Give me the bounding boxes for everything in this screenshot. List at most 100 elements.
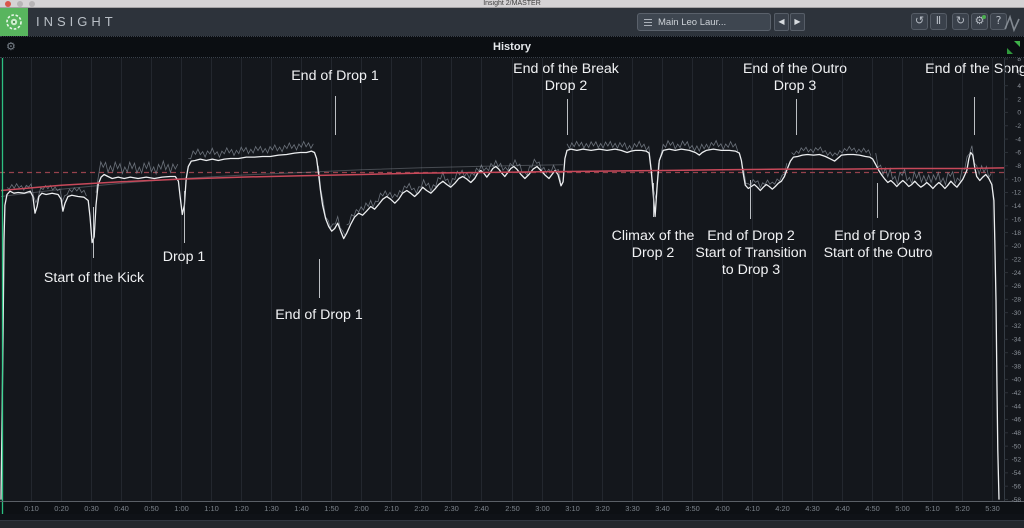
y-tick-label: -28 — [1012, 297, 1022, 304]
y-tick-label: -6 — [1015, 150, 1021, 157]
izotope-logo-icon — [1004, 14, 1020, 33]
y-tick-label: -10 — [1012, 176, 1022, 183]
preset-selector[interactable]: Main Leo Laur... — [637, 13, 771, 31]
x-tick-label: 1:40 — [294, 504, 309, 513]
y-tick-label: -12 — [1012, 190, 1022, 197]
y-tick-label: -52 — [1012, 457, 1022, 464]
y-tick-label: -24 — [1012, 270, 1022, 277]
y-tick-label: -32 — [1012, 323, 1022, 330]
app-name: INSIGHT — [36, 14, 117, 29]
x-tick-label: 4:40 — [835, 504, 850, 513]
y-tick-label: -44 — [1012, 403, 1022, 410]
history-panel-title: History — [493, 41, 531, 53]
window-resize-bar — [0, 520, 1024, 528]
x-tick-label: 2:40 — [474, 504, 489, 513]
help-icon: ? — [995, 14, 1002, 27]
preset-list-icon — [644, 18, 652, 26]
reset-meters-button[interactable]: ↺ — [911, 13, 928, 30]
help-button[interactable]: ? — [990, 13, 1007, 30]
end-of-the-outro-drop-3-label: End of the Outro Drop 3 — [743, 61, 847, 94]
y-axis-labels: 8 6 4 2 0 -2 -4 -6 -8 -10 -12 -14 -16 -18 -20 -22 -24 -26… — [1004, 56, 1022, 504]
history-settings-gear-icon[interactable]: ⚙ — [6, 40, 16, 53]
x-tick-label: 5:10 — [925, 504, 940, 513]
y-tick-label: 8 — [1017, 58, 1021, 63]
y-tick-label: -56 — [1012, 483, 1022, 490]
y-tick-label: -2 — [1015, 123, 1021, 130]
x-tick-label: 1:20 — [234, 504, 249, 513]
end-of-the-break-drop-2-label: End of the Break Drop 2 — [513, 61, 620, 94]
x-tick-label: 1:00 — [174, 504, 189, 513]
y-tick-label: -18 — [1012, 230, 1022, 237]
x-tick-label: 1:50 — [324, 504, 339, 513]
history-graph-svg: 0:10 0:20 0:30 0:40 0:50 1:00 1:10 1:20 1:30 1:40… — [0, 56, 1024, 514]
end-of-drop-1-top-label: End of Drop 1 — [291, 68, 379, 84]
window-titlebar: Insight 2/MASTER — [0, 0, 1024, 8]
x-tick-label: 3:50 — [685, 504, 700, 513]
climax-of-the-drop-2-label: Climax of the Drop 2 — [612, 228, 695, 261]
pause-button[interactable]: Ⅱ — [930, 13, 947, 30]
start-of-the-kick-label: Start of the Kick — [44, 270, 145, 286]
preset-next-button[interactable]: ▶ — [790, 13, 805, 31]
annotation-callout-lines — [93, 96, 975, 298]
x-tick-label: 1:30 — [264, 504, 279, 513]
x-tick-label: 3:10 — [565, 504, 580, 513]
y-tick-label: -48 — [1012, 430, 1022, 437]
end-of-drop-1-bottom-label: End of Drop 1 — [275, 307, 363, 323]
x-tick-label: 4:30 — [805, 504, 820, 513]
settings-button[interactable]: ⚙ — [971, 13, 988, 30]
x-gridlines — [31, 58, 993, 501]
x-tick-label: 3:40 — [655, 504, 670, 513]
zoom-button[interactable] — [29, 1, 35, 7]
window-bottom-strip — [0, 514, 1024, 520]
history-panel-header: ⚙ History — [0, 36, 1024, 58]
pause-icon: Ⅱ — [935, 14, 942, 27]
x-tick-label: 4:10 — [745, 504, 760, 513]
x-axis-labels: 0:10 0:20 0:30 0:40 0:50 1:00 1:10 1:20 1:30 1:40… — [24, 504, 1000, 513]
x-tick-label: 3:00 — [535, 504, 550, 513]
y-tick-label: -50 — [1012, 443, 1022, 450]
x-tick-label: 0:40 — [114, 504, 129, 513]
x-tick-label: 3:20 — [595, 504, 610, 513]
y-tick-label: 0 — [1017, 110, 1021, 117]
x-tick-label: 2:20 — [414, 504, 429, 513]
preset-prev-button[interactable]: ◀ — [774, 13, 789, 31]
y-tick-label: -42 — [1012, 390, 1022, 397]
loudness-history-chart: 0:10 0:20 0:30 0:40 0:50 1:00 1:10 1:20 1:30 1:40… — [0, 56, 1024, 514]
y-tick-label: -40 — [1012, 377, 1022, 384]
y-tick-label: -34 — [1012, 337, 1022, 344]
gear-icon: ⚙ — [974, 14, 985, 27]
x-tick-label: 2:30 — [444, 504, 459, 513]
x-tick-label: 4:20 — [775, 504, 790, 513]
short-term-loudness-curve — [0, 148, 1000, 500]
y-tick-label: 2 — [1017, 96, 1021, 103]
y-tick-label: 6 — [1017, 70, 1021, 77]
x-tick-label: 5:30 — [985, 504, 1000, 513]
y-tick-label: -58 — [1012, 497, 1022, 504]
annotation-labels: End of Drop 1 End of the Break Drop 2 End o… — [44, 61, 1024, 323]
close-button[interactable] — [5, 1, 11, 7]
drop-1-label: Drop 1 — [163, 249, 206, 265]
x-axis-strip — [0, 501, 1024, 514]
expand-panel-icon[interactable] — [1006, 40, 1021, 55]
minimize-button[interactable] — [17, 1, 23, 7]
x-tick-label: 2:10 — [384, 504, 399, 513]
y-tick-label: -22 — [1012, 256, 1022, 263]
x-tick-label: 0:50 — [144, 504, 159, 513]
main-toolbar: INSIGHT Main Leo Laur... ◀ ▶ ↺ Ⅱ ↻ ⚙? — [0, 8, 1024, 36]
y-tick-label: -20 — [1012, 243, 1022, 250]
rising-trend-line — [0, 164, 564, 197]
history-reset-button[interactable]: ↻ — [952, 13, 969, 30]
x-tick-label: 5:00 — [895, 504, 910, 513]
y-tick-label: -36 — [1012, 350, 1022, 357]
settings-notification-dot — [982, 15, 986, 19]
y-tick-label: -46 — [1012, 417, 1022, 424]
y-tick-label: -16 — [1012, 216, 1022, 223]
y-tick-label: 4 — [1017, 83, 1021, 90]
y-tick-label: -14 — [1012, 203, 1022, 210]
end-of-drop-3-outro-label: End of Drop 3 Start of the Outro — [824, 228, 933, 261]
x-tick-label: 3:30 — [625, 504, 640, 513]
preset-name: Main Leo Laur... — [658, 16, 727, 28]
end-of-the-song-label: End of the Song — [925, 61, 1024, 77]
insight-logo-icon — [0, 8, 28, 36]
integrated-loudness-curve — [0, 167, 1004, 192]
